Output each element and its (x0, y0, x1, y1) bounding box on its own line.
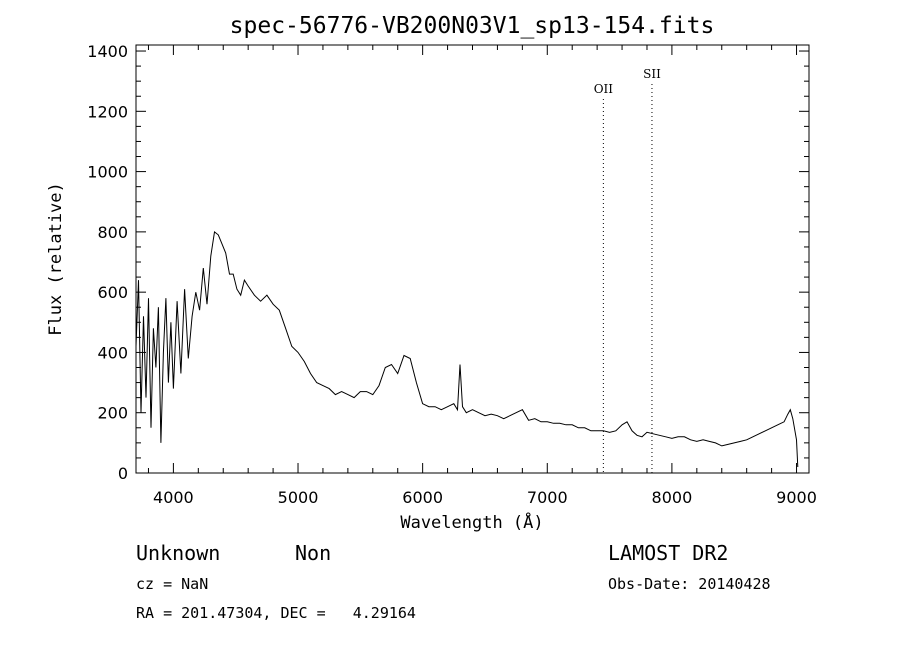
line-annotations: OII SII (594, 67, 661, 473)
x-tick-label: 9000 (776, 488, 817, 507)
y-tick-label: 600 (97, 283, 128, 302)
emission-line-label: OII (594, 82, 614, 96)
y-axis-ticks: 0 200 400 600 800 1000 1200 1400 (87, 42, 809, 483)
y-tick-label: 200 (97, 404, 128, 423)
spectral-subclass: Non (295, 541, 332, 565)
survey-name: LAMOST DR2 (608, 541, 729, 565)
y-tick-label: 0 (118, 464, 128, 483)
spectral-class: Unknown (136, 541, 221, 565)
coordinates-text: RA = 201.47304, DEC = 4.29164 (136, 604, 416, 622)
y-tick-label: 1000 (87, 163, 128, 182)
plot-frame (135, 44, 810, 474)
y-tick-label: 1400 (87, 42, 128, 61)
x-tick-label: 5000 (278, 488, 319, 507)
emission-line-label: SII (643, 67, 661, 81)
x-tick-label: 8000 (652, 488, 693, 507)
spectrum-line (135, 230, 799, 468)
x-axis-ticks: 4000 5000 6000 7000 8000 9000 (147, 45, 817, 507)
x-tick-label: 4000 (153, 488, 194, 507)
chart-title: spec-56776-VB200N03V1_sp13-154.fits (230, 13, 715, 39)
redshift-text: cz = NaN (136, 575, 209, 593)
y-tick-label: 1200 (87, 102, 128, 121)
spectrum-series (135, 230, 799, 468)
x-axis-label: Wavelength (Å) (400, 511, 543, 533)
observation-date: Obs-Date: 20140428 (608, 575, 771, 593)
y-tick-label: 400 (97, 343, 128, 362)
y-tick-label: 800 (97, 223, 128, 242)
y-axis-label: Flux (relative) (46, 182, 66, 336)
x-tick-label: 6000 (402, 488, 443, 507)
x-tick-label: 7000 (527, 488, 568, 507)
